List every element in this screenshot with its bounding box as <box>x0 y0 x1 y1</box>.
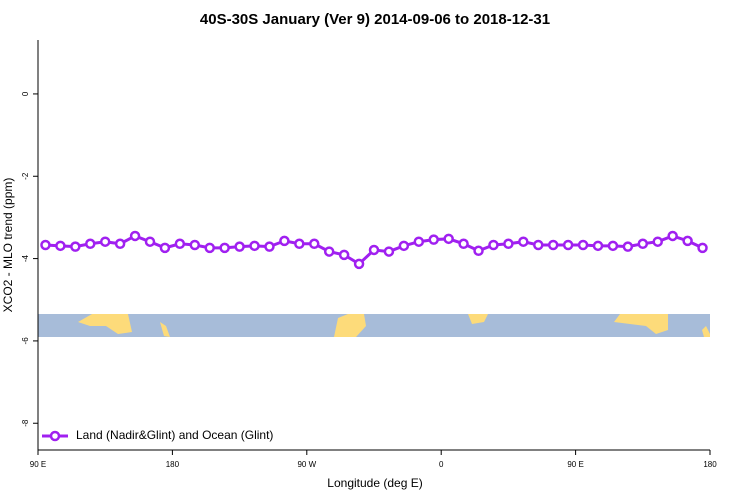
legend-label: Land (Nadir&Glint) and Ocean (Glint) <box>76 428 273 442</box>
data-point <box>85 238 96 250</box>
y-tick-label: 0 <box>21 91 30 96</box>
x-tick-label: 90 W <box>297 460 316 469</box>
data-point <box>607 240 619 252</box>
data-point <box>488 239 499 251</box>
data-point <box>249 240 260 252</box>
data-point <box>533 239 544 251</box>
data-point <box>697 242 708 254</box>
x-tick-label: 180 <box>166 460 180 469</box>
data-point <box>338 249 350 261</box>
data-point <box>55 240 66 252</box>
y-axis-label: XCO2 - MLO trend (ppm) <box>1 178 15 313</box>
data-point <box>204 242 215 254</box>
data-point <box>294 238 305 250</box>
data-point <box>368 244 380 256</box>
data-point <box>473 245 484 257</box>
data-point <box>99 236 111 247</box>
legend-marker <box>49 430 61 442</box>
y-tick-label: -6 <box>21 337 30 345</box>
data-point <box>682 235 693 247</box>
data-point <box>622 241 634 252</box>
data-point <box>353 258 365 270</box>
data-point <box>323 246 335 257</box>
data-point <box>279 235 290 247</box>
data-point <box>174 238 186 250</box>
data-point <box>458 238 469 250</box>
data-point <box>547 239 559 251</box>
data-point <box>114 238 126 250</box>
data-point <box>264 241 275 252</box>
y-tick-label: -4 <box>21 254 30 262</box>
data-point <box>592 240 604 252</box>
data-point <box>219 242 230 254</box>
data-point <box>189 239 201 251</box>
data-point <box>40 239 51 251</box>
x-tick-label: 180 <box>703 460 717 469</box>
data-point <box>562 239 574 251</box>
data-point <box>159 242 171 254</box>
map-strip <box>38 314 710 337</box>
data-point <box>443 233 454 245</box>
x-tick-label: 0 <box>439 460 444 469</box>
data-point <box>129 230 141 242</box>
x-tick-label: 90 E <box>30 460 46 469</box>
data-point <box>234 241 245 252</box>
x-tick-label: 90 E <box>567 460 583 469</box>
data-point <box>652 236 663 247</box>
data-point <box>637 238 649 250</box>
data-point <box>518 236 529 247</box>
data-point <box>667 230 678 242</box>
data-point <box>309 238 320 250</box>
data-point <box>503 238 514 250</box>
data-point <box>383 246 395 257</box>
data-point <box>413 236 425 247</box>
chart-title: 40S-30S January (Ver 9) 2014-09-06 to 20… <box>200 11 550 28</box>
x-axis-label: Longitude (deg E) <box>327 476 422 490</box>
data-point <box>577 239 589 251</box>
data-point <box>398 240 410 252</box>
legend: Land (Nadir&Glint) and Ocean (Glint) <box>42 428 273 442</box>
y-tick-label: -8 <box>21 419 30 427</box>
y-tick-label: -2 <box>21 172 30 180</box>
data-point <box>144 236 156 247</box>
data-point <box>70 241 81 252</box>
data-point <box>428 234 439 245</box>
